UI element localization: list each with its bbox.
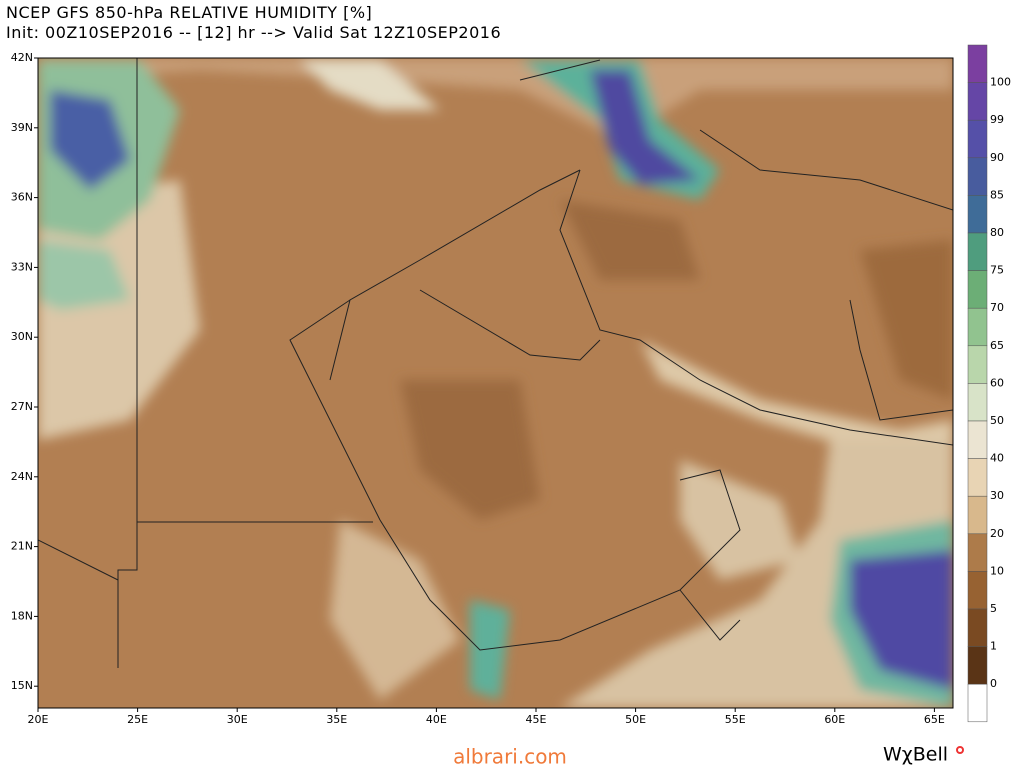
longitude-label: 25E — [127, 713, 148, 726]
colorbar-swatch — [967, 119, 988, 159]
colorbar-label: 65 — [990, 339, 1004, 352]
map-frame — [37, 57, 954, 709]
latitude-label: 30N — [11, 330, 33, 343]
longitude-label: 45E — [526, 713, 547, 726]
colorbar-label: 10 — [990, 564, 1004, 577]
colorbar-label: 100 — [990, 76, 1011, 89]
longitude-label: 30E — [227, 713, 248, 726]
longitude-label: 60E — [824, 713, 845, 726]
colorbar-label: 20 — [990, 527, 1004, 540]
longitude-label: 65E — [924, 713, 945, 726]
country-borders — [38, 58, 953, 668]
longitude-label: 35E — [326, 713, 347, 726]
latitude-label: 21N — [11, 540, 33, 553]
colorbar-swatch — [967, 307, 988, 347]
latitude-label: 18N — [11, 609, 33, 622]
colorbar-swatch — [967, 82, 988, 121]
colorbar-swatch — [967, 646, 988, 685]
colorbar-swatch — [967, 608, 988, 647]
logo-dot — [956, 746, 964, 754]
longitude-label: 40E — [426, 713, 447, 726]
watermark: albrari.com — [453, 745, 567, 768]
longitude-label: 55E — [725, 713, 746, 726]
title: NCEP GFS 850-hPa RELATIVE HUMIDITY [%] — [6, 3, 372, 22]
colorbar-swatch — [967, 270, 988, 309]
colorbar-swatch — [967, 232, 988, 271]
colorbar-label: 90 — [990, 151, 1004, 164]
latitude-label: 24N — [11, 470, 33, 483]
logo: WχBell — [883, 744, 948, 766]
longitude-label: 20E — [28, 713, 49, 726]
longitude-label: 50E — [625, 713, 646, 726]
colorbar-label: 0 — [990, 677, 997, 690]
latitude-label: 15N — [11, 679, 33, 692]
colorbar-swatch — [967, 683, 988, 723]
latitude-label: 39N — [11, 121, 33, 134]
colorbar-label: 70 — [990, 301, 1004, 314]
colorbar-label: 50 — [990, 414, 1004, 427]
colorbar-swatch — [967, 44, 988, 83]
colorbar-swatch — [967, 495, 988, 535]
colorbar-swatch — [967, 383, 988, 422]
colorbar-label: 40 — [990, 452, 1004, 465]
colorbar-swatch — [967, 533, 988, 572]
colorbar-swatch — [967, 345, 988, 384]
colorbar-label: 80 — [990, 226, 1004, 239]
colorbar-label: 1 — [990, 640, 997, 653]
colorbar-label: 99 — [990, 113, 1004, 126]
colorbar-swatch — [967, 571, 988, 610]
colorbar-swatch — [967, 420, 988, 459]
colorbar-label: 85 — [990, 188, 1004, 201]
colorbar-label: 30 — [990, 489, 1004, 502]
humidity-field — [38, 58, 953, 708]
latitude-label: 27N — [11, 400, 33, 413]
latitude-label: 42N — [11, 51, 33, 64]
latitude-label: 36N — [11, 191, 33, 204]
colorbar-label: 60 — [990, 376, 1004, 389]
colorbar-swatch — [967, 195, 988, 234]
colorbar-swatch — [967, 157, 988, 196]
colorbar-label: 5 — [990, 602, 997, 615]
colorbar-label: 75 — [990, 264, 1004, 277]
latitude-label: 33N — [11, 260, 33, 273]
subtitle: Init: 00Z10SEP2016 -- [12] hr --> Valid … — [6, 23, 501, 42]
colorbar-swatch — [967, 458, 988, 497]
